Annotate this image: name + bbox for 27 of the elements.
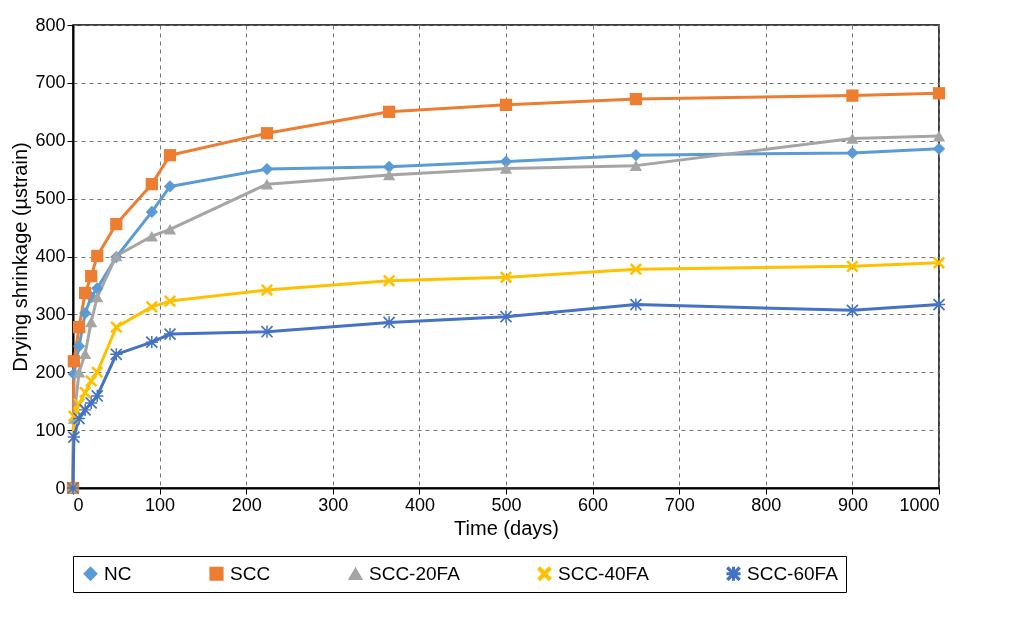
legend-label: SCC: [230, 562, 271, 584]
legend-label: SCC-20FA: [369, 562, 461, 584]
x-tick-label: 300: [318, 494, 349, 515]
y-axis-title: Drying shrinkage (µstrain): [9, 142, 32, 372]
legend-label: NC: [104, 562, 132, 584]
y-tick-label: 500: [35, 188, 66, 209]
x-tick-label: 100: [145, 494, 176, 515]
x-axis-title: Time (days): [454, 516, 559, 539]
x-tick-label: 1000: [899, 494, 940, 515]
y-tick-label: 0: [55, 477, 66, 498]
x-tick-label: 200: [231, 494, 262, 515]
x-tick-label: 0: [73, 494, 84, 515]
y-tick-label: 600: [35, 130, 66, 151]
y-tick-label: 100: [35, 419, 66, 440]
x-tick-label: 500: [491, 494, 522, 515]
y-tick-label: 300: [35, 303, 66, 324]
x-tick-label: 900: [837, 494, 868, 515]
y-tick-label: 700: [35, 72, 66, 93]
x-tick-label: 700: [664, 494, 695, 515]
x-tick-label: 400: [404, 494, 435, 515]
legend-label: SCC-40FA: [558, 562, 650, 584]
y-tick-label: 400: [35, 246, 66, 266]
x-tick-label: 600: [578, 494, 609, 515]
legend-label: SCC-60FA: [747, 562, 839, 584]
y-tick-label: 200: [35, 361, 66, 382]
y-tick-label: 800: [35, 14, 66, 35]
x-tick-label: 800: [751, 494, 782, 515]
